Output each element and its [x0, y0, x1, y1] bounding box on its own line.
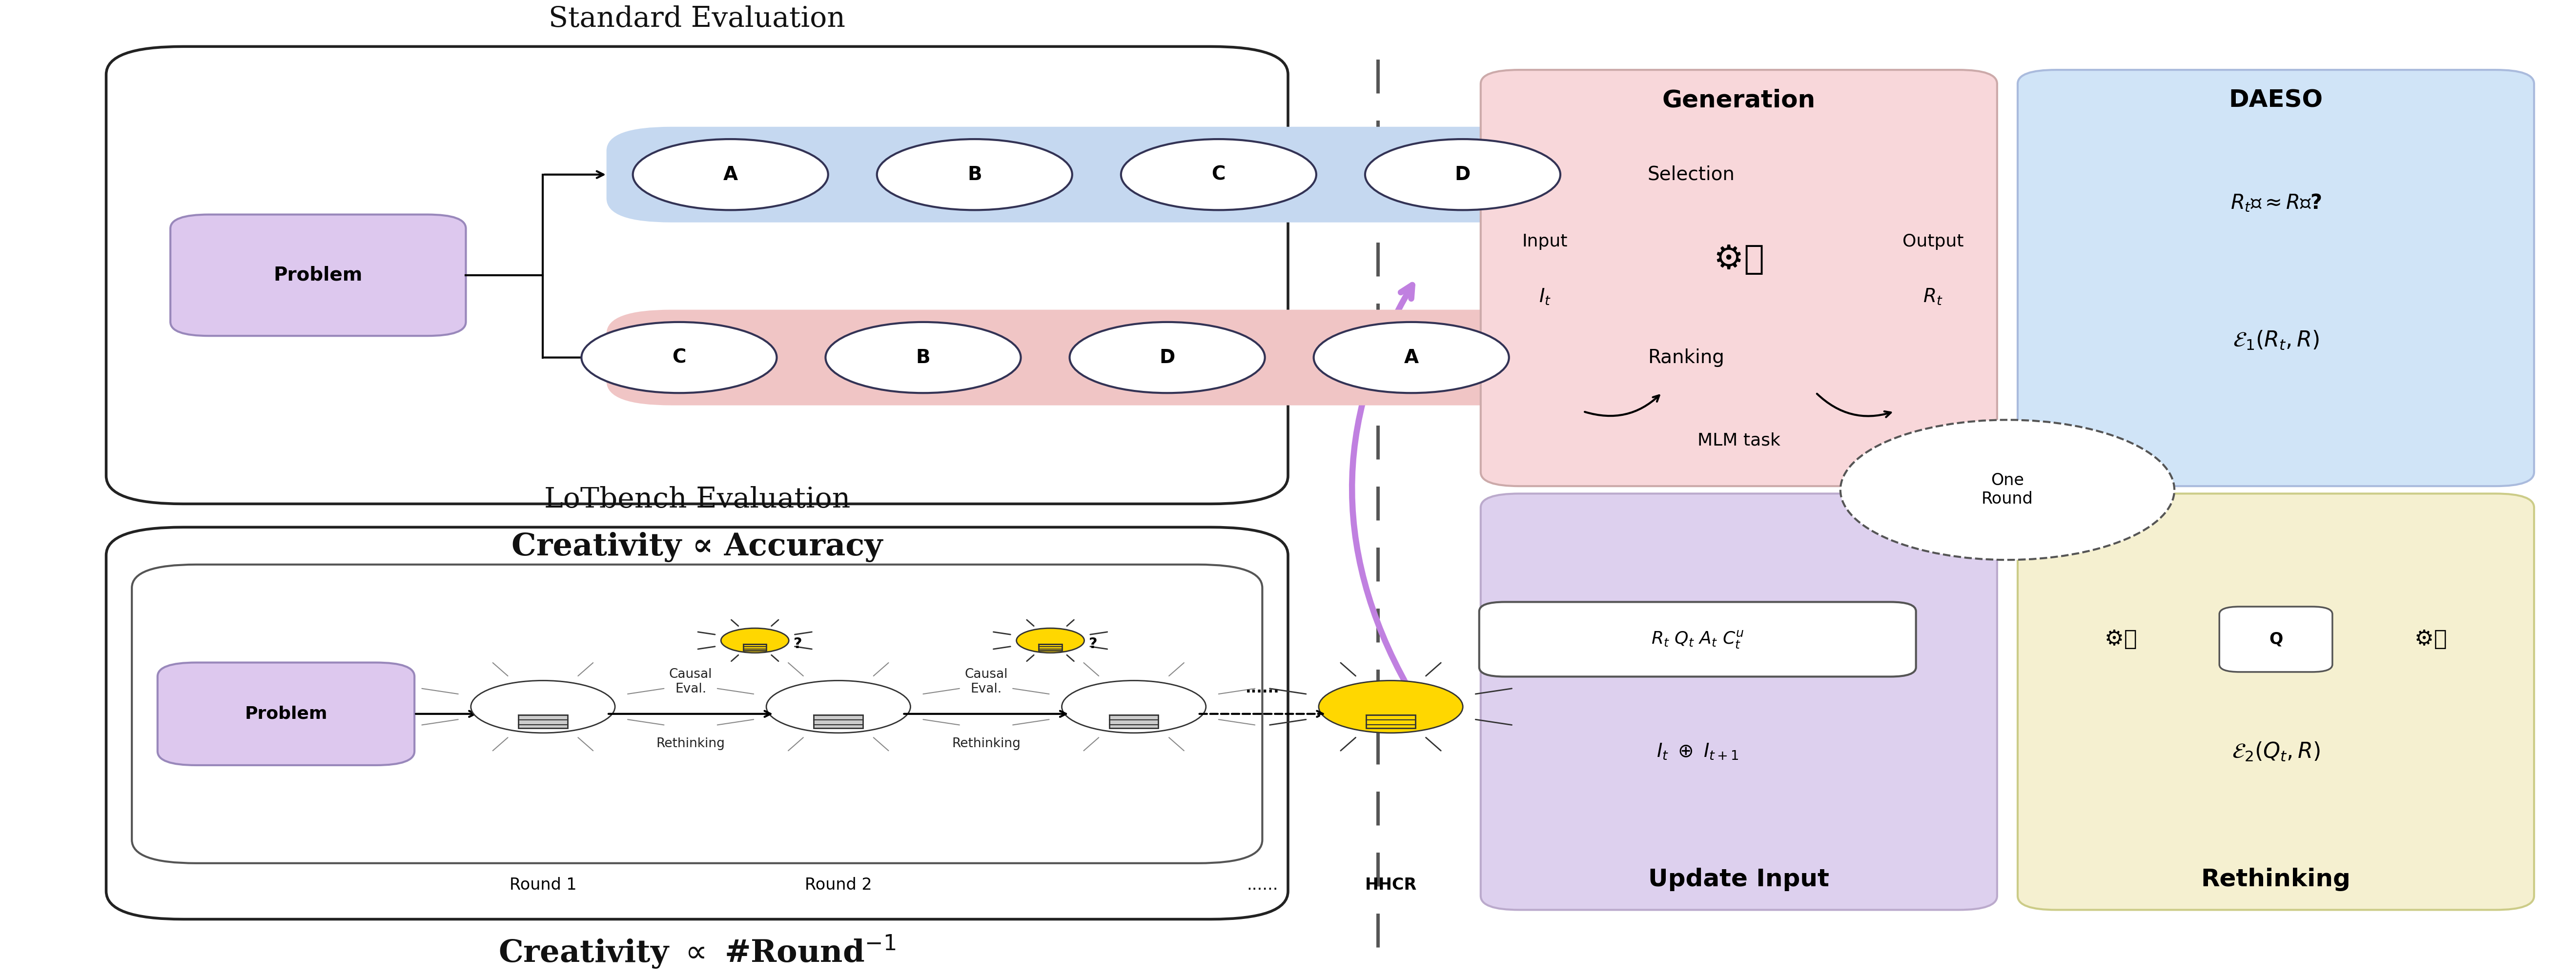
Text: One
Round: One Round	[1981, 472, 2032, 508]
FancyBboxPatch shape	[1110, 715, 1159, 729]
FancyBboxPatch shape	[608, 127, 1610, 222]
Text: Causal
Eval.: Causal Eval.	[963, 668, 1007, 695]
Text: A: A	[1404, 348, 1419, 367]
Text: $I_t\ \oplus\ I_{t+1}$: $I_t\ \oplus\ I_{t+1}$	[1656, 742, 1739, 761]
Text: Problem: Problem	[273, 266, 363, 285]
Text: Rethinking: Rethinking	[657, 737, 724, 750]
Text: C: C	[672, 348, 685, 367]
FancyBboxPatch shape	[744, 645, 768, 650]
Text: Standard Evaluation: Standard Evaluation	[549, 5, 845, 32]
Text: <: <	[837, 347, 855, 368]
FancyBboxPatch shape	[1365, 715, 1414, 729]
Text: $\mathcal{E}_1(R_t, R)$: $\mathcal{E}_1(R_t, R)$	[2233, 330, 2318, 351]
Text: ⚙️🤖: ⚙️🤖	[2105, 629, 2138, 649]
Text: $I_t$: $I_t$	[1538, 288, 1551, 306]
FancyBboxPatch shape	[131, 564, 1262, 864]
FancyBboxPatch shape	[106, 527, 1288, 919]
Text: Round 2: Round 2	[804, 877, 873, 893]
FancyBboxPatch shape	[1038, 645, 1061, 650]
FancyBboxPatch shape	[2017, 69, 2535, 486]
Text: ......: ......	[1247, 877, 1278, 893]
Text: Problem: Problem	[245, 705, 327, 722]
Text: ?: ?	[793, 637, 801, 651]
FancyBboxPatch shape	[2017, 494, 2535, 910]
FancyBboxPatch shape	[2221, 606, 2331, 672]
Circle shape	[876, 139, 1072, 210]
Text: B: B	[969, 165, 981, 184]
Text: $R_t$: $R_t$	[1922, 288, 1942, 306]
Text: Creativity $\propto$ #Round$^{-1}$: Creativity $\propto$ #Round$^{-1}$	[497, 933, 896, 970]
Text: Creativity ∝ Accuracy: Creativity ∝ Accuracy	[513, 532, 884, 562]
Text: Output: Output	[1901, 234, 1963, 250]
Circle shape	[582, 322, 778, 393]
Circle shape	[1069, 322, 1265, 393]
Text: D: D	[1159, 348, 1175, 367]
FancyBboxPatch shape	[1481, 494, 1996, 910]
Text: ?: ?	[1090, 637, 1097, 651]
Circle shape	[824, 322, 1020, 393]
Text: Input: Input	[1522, 234, 1569, 250]
Text: Q: Q	[2269, 631, 2282, 647]
Text: ......: ......	[1244, 681, 1280, 695]
Text: D: D	[1455, 165, 1471, 184]
Text: Rethinking: Rethinking	[2200, 867, 2352, 891]
Circle shape	[1319, 681, 1463, 733]
FancyBboxPatch shape	[608, 310, 1610, 405]
Text: $\mathcal{E}_2(Q_t, R)$: $\mathcal{E}_2(Q_t, R)$	[2231, 740, 2321, 763]
Text: Selection: Selection	[1649, 165, 1736, 184]
Text: HHCR: HHCR	[1365, 877, 1417, 893]
Text: ⚙️🧠: ⚙️🧠	[1713, 243, 1765, 276]
Text: Generation: Generation	[1662, 89, 1816, 111]
Circle shape	[721, 628, 788, 653]
Text: Rethinking: Rethinking	[951, 737, 1020, 750]
Ellipse shape	[1839, 420, 2174, 559]
FancyBboxPatch shape	[1481, 69, 1996, 486]
Text: <: <	[1327, 347, 1342, 368]
FancyBboxPatch shape	[106, 47, 1288, 504]
Text: Ranking: Ranking	[1649, 348, 1723, 367]
Circle shape	[765, 681, 909, 733]
Circle shape	[634, 139, 827, 210]
Text: A: A	[724, 165, 737, 184]
Circle shape	[471, 681, 616, 733]
Text: <: <	[1082, 347, 1100, 368]
Text: B: B	[917, 348, 930, 367]
Circle shape	[1365, 139, 1561, 210]
Text: $R_t\ Q_t\ A_t\ C_t^u$: $R_t\ Q_t\ A_t\ C_t^u$	[1651, 629, 1744, 649]
Text: Update Input: Update Input	[1649, 867, 1829, 891]
Text: Causal
Eval.: Causal Eval.	[670, 668, 711, 695]
Text: $R_t$👍${\approx}R$👍$\mathbf{?}$: $R_t$👍${\approx}R$👍$\mathbf{?}$	[2231, 193, 2321, 213]
Text: DAESO: DAESO	[2228, 89, 2324, 111]
FancyBboxPatch shape	[1479, 602, 1917, 677]
Circle shape	[1314, 322, 1510, 393]
Circle shape	[1061, 681, 1206, 733]
FancyBboxPatch shape	[814, 715, 863, 729]
Circle shape	[1121, 139, 1316, 210]
FancyBboxPatch shape	[518, 715, 567, 729]
Circle shape	[1018, 628, 1084, 653]
Text: LoTbench Evaluation: LoTbench Evaluation	[544, 486, 850, 513]
Text: ⚙️🤖: ⚙️🤖	[2414, 629, 2447, 649]
Text: C: C	[1211, 165, 1226, 184]
Text: Round 1: Round 1	[510, 877, 577, 893]
Text: MLM task: MLM task	[1698, 432, 1780, 449]
FancyBboxPatch shape	[170, 214, 466, 335]
FancyBboxPatch shape	[157, 662, 415, 765]
